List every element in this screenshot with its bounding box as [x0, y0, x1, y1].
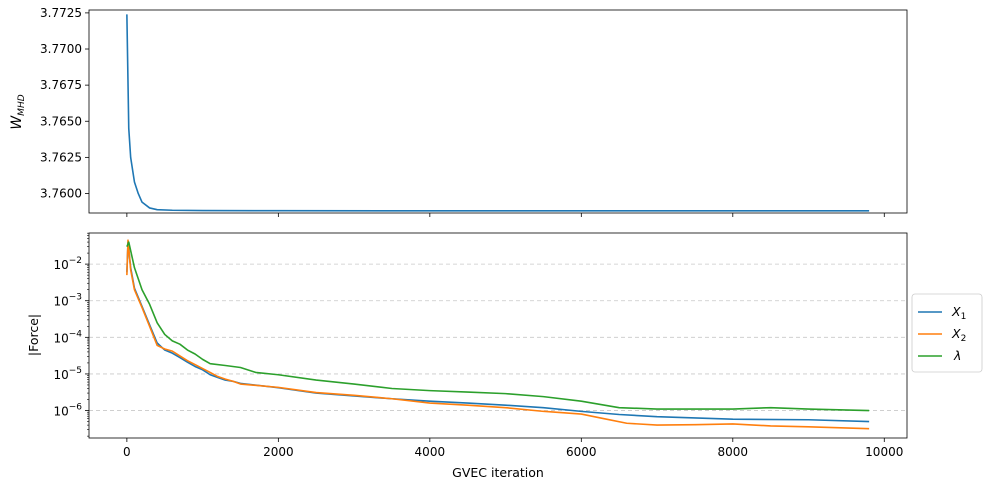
force-grid	[89, 263, 907, 411]
energy-y-tick-label: 3.7625	[40, 150, 82, 164]
legend-label-x1: X1	[951, 304, 966, 322]
energy-y-tick-label: 3.7650	[40, 114, 82, 128]
force-y-tick-label: 10−6	[53, 403, 82, 419]
force-x-tick-label: 8000	[718, 445, 749, 459]
force-x-tick-label: 2000	[263, 445, 294, 459]
force-x-tick-label: 0	[123, 445, 131, 459]
force-plot-frame	[88, 232, 908, 439]
energy-y-tick-label: 3.7700	[40, 42, 82, 56]
legend-entry-x1: X1	[918, 304, 966, 322]
force-x-ticks: 0 2000 4000 6000 8000 10000	[123, 438, 903, 459]
force-y-tick-label: 10−5	[53, 366, 82, 382]
force-panel: 10−6 10−5 10−4 10−3 10−2 0 2000 4000 6000 8000 10…	[26, 232, 908, 480]
legend-label-x2: X2	[951, 326, 966, 344]
force-y-axis-label: |Force|	[26, 314, 41, 356]
legend-box	[911, 293, 983, 373]
legend: X1 X2 λ	[911, 293, 983, 373]
force-x-axis-label: GVEC iteration	[452, 465, 544, 480]
energy-y-tick-label: 3.7725	[40, 6, 82, 20]
energy-y-tick-label: 3.7600	[40, 186, 82, 200]
legend-entry-x2: X2	[918, 326, 966, 344]
energy-y-ticks: 3.7600 3.7625 3.7650 3.7675 3.7700 3.7725	[40, 6, 89, 200]
force-y-ticks: 10−6 10−5 10−4 10−3 10−2	[53, 232, 89, 437]
energy-y-tick-label: 3.7675	[40, 78, 82, 92]
force-x-tick-label: 4000	[415, 445, 446, 459]
force-series-lambda	[126, 241, 870, 412]
force-series-layer	[126, 239, 870, 430]
force-x-tick-label: 6000	[566, 445, 597, 459]
energy-series-layer	[126, 14, 870, 212]
energy-series-line	[126, 14, 870, 212]
force-y-tick-label: 10−3	[53, 293, 82, 309]
legend-label-lambda: λ	[953, 348, 961, 363]
force-x-tick-label: 10000	[865, 445, 903, 459]
force-y-tick-label: 10−2	[53, 256, 82, 272]
force-series-x2	[126, 239, 870, 430]
energy-x-ticks	[126, 213, 885, 217]
legend-entry-lambda: λ	[918, 348, 961, 363]
energy-y-axis-label: WMHD	[9, 94, 27, 129]
energy-plot-frame	[88, 9, 908, 214]
energy-panel: 3.7600 3.7625 3.7650 3.7675 3.7700 3.7725 WMH…	[9, 6, 908, 217]
force-y-tick-label: 10−4	[53, 329, 82, 345]
